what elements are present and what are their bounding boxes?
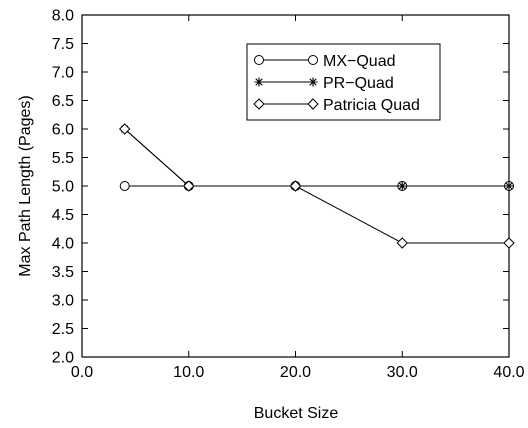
diamond-marker (307, 98, 319, 110)
diamond-marker (118, 123, 131, 135)
series (118, 123, 515, 249)
legend-item: Patricia Quad (253, 97, 420, 114)
diamond-marker (253, 98, 265, 110)
y-tick-label: 5.5 (52, 150, 74, 167)
diamond-marker (183, 180, 195, 192)
star-marker (308, 77, 318, 87)
series (120, 124, 514, 191)
legend: MX−Quad PR−Quad Patricia Quad (246, 43, 441, 121)
y-tick-label: 2.0 (52, 350, 74, 367)
y-tick-label: 5.0 (52, 179, 74, 196)
star-marker (397, 181, 407, 191)
circle-marker (119, 181, 130, 191)
y-tick-label: 3.5 (52, 264, 74, 281)
star-marker (504, 181, 514, 191)
diamond-marker (289, 180, 302, 192)
diamond-marker (396, 237, 408, 249)
y-tick-label: 4.0 (52, 236, 74, 253)
y-tick-label: 2.5 (52, 321, 74, 338)
legend-label: PR−Quad (323, 75, 394, 92)
x-tick-label: 20.0 (280, 364, 311, 381)
x-tick-label: 40.0 (493, 364, 524, 381)
y-tick-label: 4.5 (52, 207, 74, 224)
y-tick-label: 7.5 (52, 36, 74, 53)
y-tick-label: 6.0 (52, 122, 74, 139)
legend-label: Patricia Quad (323, 97, 420, 114)
star-marker (254, 77, 264, 87)
x-tick-label: 10.0 (173, 364, 204, 381)
y-tick-label: 6.5 (52, 93, 74, 110)
circle-marker (308, 55, 318, 65)
series-line (124, 128, 509, 187)
diamond-marker (503, 237, 515, 249)
series-lines (118, 123, 515, 249)
x-axis-label: Bucket Size (254, 405, 339, 422)
x-tick-label: 30.0 (387, 364, 418, 381)
y-tick-label: 7.0 (52, 65, 74, 82)
y-tick-label: 8.0 (52, 8, 74, 25)
legend-item: MX−Quad (254, 53, 395, 70)
legend-item: PR−Quad (254, 75, 394, 92)
circle-marker (254, 55, 264, 65)
x-tick-label: 0.0 (71, 364, 93, 381)
y-tick-label: 3.0 (52, 293, 74, 310)
y-axis-label: Max Path Length (Pages) (17, 95, 34, 276)
ticks: 0.0 10.0 20.0 30.0 40.0 2.0 2.5 3.0 3.5 4.0 4.5 5.0… (52, 8, 525, 382)
legend-label: MX−Quad (323, 53, 395, 70)
